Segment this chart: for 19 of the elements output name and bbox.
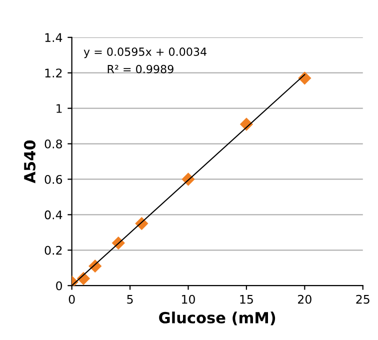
y-axis-title: A540 bbox=[24, 140, 36, 184]
x-tick-label: 25 bbox=[356, 294, 370, 304]
y-tick-label: 0.6 bbox=[44, 174, 62, 184]
y-tick-label: 0.8 bbox=[44, 139, 62, 148]
x-axis-title: Glucose (mM) bbox=[159, 312, 276, 326]
x-tick-label: 5 bbox=[127, 294, 133, 304]
point bbox=[298, 72, 312, 85]
y-tick-label: 0.2 bbox=[44, 246, 62, 255]
x-tick-label: 20 bbox=[298, 294, 312, 304]
y-tick-label: 0.4 bbox=[44, 210, 62, 220]
x-tick-label: 15 bbox=[240, 294, 253, 304]
x-tick-label: 0 bbox=[68, 294, 75, 304]
y-tick-label: 1 bbox=[56, 104, 62, 113]
annotation: R² = 0.9989 bbox=[108, 64, 174, 74]
y-tick-label: 1.4 bbox=[45, 33, 62, 42]
y-tick-label: 0 bbox=[56, 281, 62, 290]
annotation: y = 0.0595x + 0.0034 bbox=[84, 48, 206, 58]
x-tick-label: 10 bbox=[182, 294, 195, 304]
y-tick-label: 1.2 bbox=[45, 68, 62, 78]
